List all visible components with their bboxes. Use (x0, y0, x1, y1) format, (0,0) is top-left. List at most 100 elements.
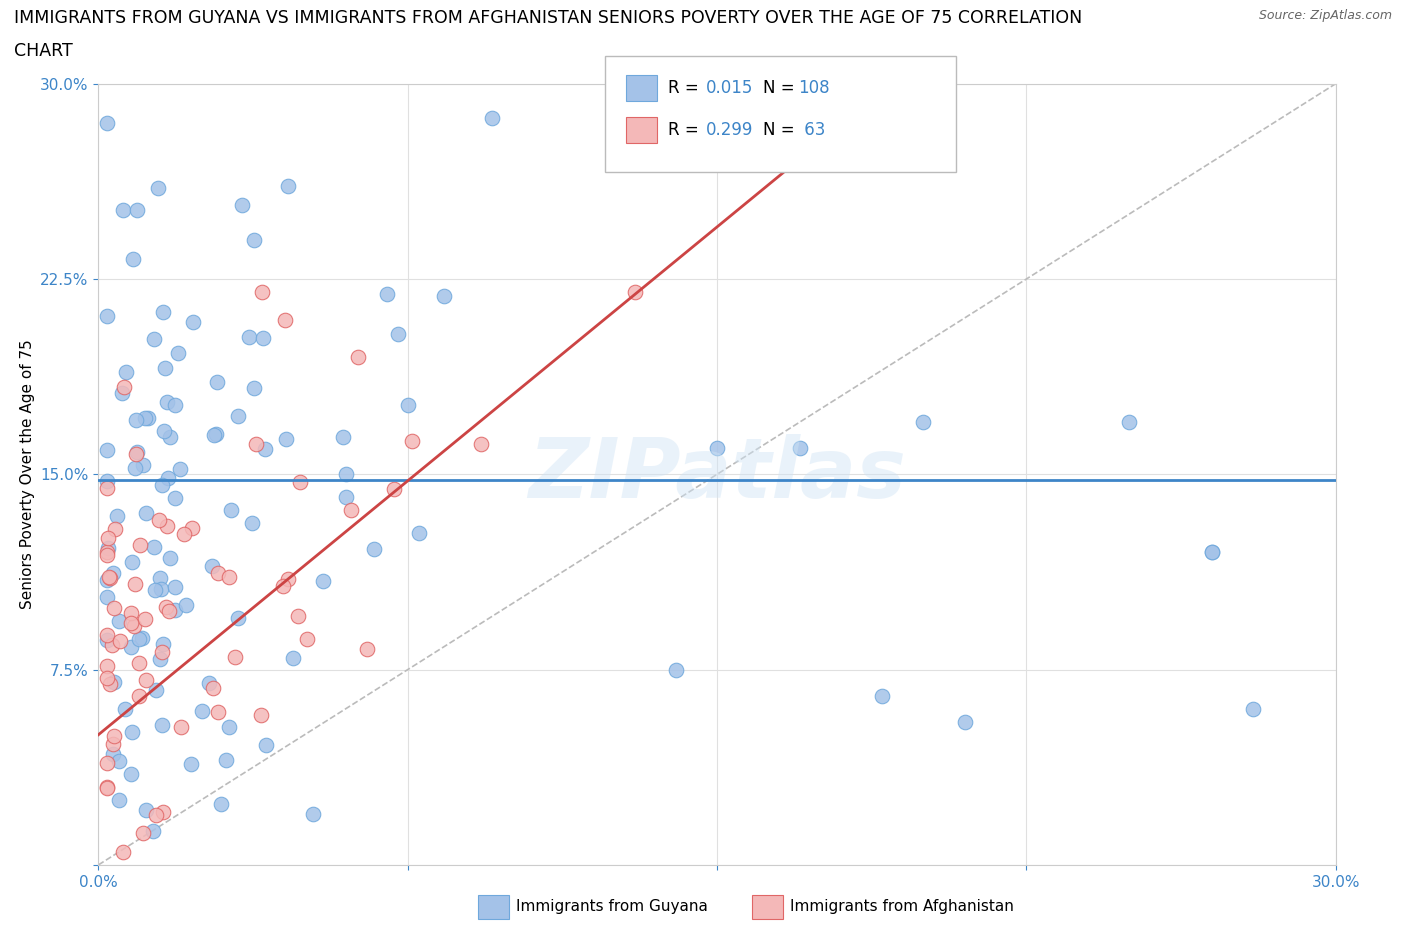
Point (224, 649, 246, 664)
Point (108, 792, 131, 807)
Point (202, 681, 225, 696)
Point (112, 379, 135, 394)
Point (132, 825, 155, 840)
Point (207, 705, 229, 720)
Point (335, 466, 357, 481)
Point (231, 197, 253, 212)
Point (96, 755, 118, 770)
Point (97, 569, 120, 584)
Point (433, 288, 456, 303)
Point (111, 385, 134, 400)
Point (249, 707, 271, 722)
Point (201, 559, 224, 574)
Point (295, 631, 318, 646)
Point (145, 807, 167, 822)
Point (347, 350, 370, 365)
Point (169, 462, 191, 477)
Point (125, 203, 148, 218)
Point (159, 430, 181, 445)
Point (142, 823, 165, 838)
Point (207, 565, 229, 580)
Point (238, 330, 260, 345)
Point (274, 312, 297, 327)
Point (156, 471, 179, 485)
Point (96, 779, 118, 794)
Point (219, 502, 242, 517)
Point (218, 570, 240, 585)
Point (146, 180, 169, 195)
Point (96, 480, 118, 495)
Point (218, 719, 240, 734)
Point (870, 688, 893, 703)
Point (155, 361, 177, 376)
Text: IMMIGRANTS FROM GUYANA VS IMMIGRANTS FROM AFGHANISTAN SENIORS POVERTY OVER THE A: IMMIGRANTS FROM GUYANA VS IMMIGRANTS FRO… (14, 9, 1083, 27)
Point (128, 656, 150, 671)
Point (953, 714, 976, 729)
Point (245, 437, 267, 452)
Point (104, 522, 127, 537)
Point (120, 639, 142, 654)
Point (121, 724, 143, 739)
Point (121, 554, 143, 569)
Point (96, 548, 118, 563)
Point (277, 572, 299, 587)
Point (363, 541, 385, 556)
Point (110, 633, 132, 648)
Point (252, 330, 274, 345)
Point (382, 482, 405, 497)
Point (128, 689, 150, 704)
Point (181, 314, 204, 329)
Point (152, 636, 174, 651)
Point (277, 178, 299, 193)
Point (120, 766, 142, 781)
Point (98, 676, 121, 691)
Point (159, 551, 181, 565)
Point (375, 286, 398, 301)
Point (108, 753, 131, 768)
Y-axis label: Seniors Poverty Over the Age of 75: Seniors Poverty Over the Age of 75 (20, 339, 35, 609)
Point (120, 616, 142, 631)
Point (215, 753, 238, 768)
Point (145, 683, 167, 698)
Point (287, 608, 309, 623)
Point (396, 397, 419, 412)
Point (98, 571, 121, 586)
Text: 108: 108 (799, 79, 830, 98)
Point (124, 576, 146, 591)
Point (170, 720, 193, 735)
Point (96, 308, 118, 323)
Point (281, 650, 304, 665)
Point (254, 737, 277, 752)
Point (128, 631, 150, 646)
Point (1201, 545, 1223, 560)
Point (302, 806, 325, 821)
Point (152, 804, 174, 819)
Text: N =: N = (763, 79, 800, 98)
Point (136, 410, 159, 425)
Point (125, 446, 148, 461)
Point (191, 703, 214, 718)
Point (157, 604, 180, 618)
Point (205, 375, 228, 390)
Point (240, 515, 263, 530)
Text: CHART: CHART (14, 42, 73, 60)
Point (112, 844, 135, 859)
Point (274, 432, 297, 446)
Point (108, 613, 131, 628)
Point (96, 658, 118, 673)
Point (243, 232, 266, 247)
Point (288, 475, 311, 490)
Point (401, 433, 423, 448)
Point (96, 115, 118, 130)
Point (163, 603, 186, 618)
Point (312, 574, 335, 589)
Point (134, 612, 156, 627)
Text: R =: R = (668, 121, 704, 140)
Point (912, 415, 935, 430)
Point (408, 525, 430, 540)
Point (135, 506, 157, 521)
Point (103, 601, 125, 616)
Point (271, 578, 294, 593)
Point (250, 285, 273, 299)
Point (623, 285, 645, 299)
